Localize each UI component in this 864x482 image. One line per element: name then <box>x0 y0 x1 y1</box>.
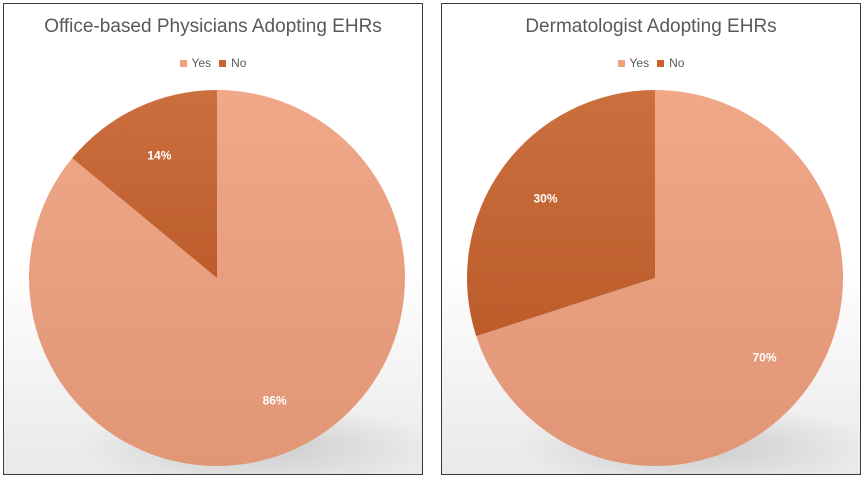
legend-item-yes: Yes <box>617 56 650 70</box>
legend-swatch-yes <box>179 59 187 67</box>
legend-item-no: No <box>219 56 246 70</box>
legend-swatch-yes <box>617 59 625 67</box>
slice-label-yes: 86% <box>263 393 287 407</box>
legend: Yes No <box>4 56 422 70</box>
legend-item-yes: Yes <box>179 56 212 70</box>
pie-slice-yes <box>476 90 843 467</box>
legend-label-no: No <box>669 56 685 70</box>
chart-title: Office-based Physicians Adopting EHRs <box>44 16 382 37</box>
legend-swatch-no <box>219 59 227 67</box>
legend-item-no: No <box>657 56 684 70</box>
chart-title: Dermatologist Adopting EHRs <box>525 16 777 37</box>
chart-panel-office-physicians: Office-based Physicians Adopting EHRs Ye… <box>3 3 423 475</box>
legend-label-no: No <box>231 56 247 70</box>
legend-label-yes: Yes <box>191 56 212 70</box>
slice-label-no: 14% <box>147 149 171 163</box>
pie-chart: 86% 14% <box>29 90 422 474</box>
pie-slice-no <box>467 90 655 337</box>
pie-chart: 70% 30% <box>467 90 860 474</box>
legend-swatch-no <box>657 59 665 67</box>
legend-label-yes: Yes <box>629 56 650 70</box>
legend: Yes No <box>442 56 860 70</box>
slice-label-yes: 70% <box>752 351 776 365</box>
slice-label-no: 30% <box>533 191 557 205</box>
pie-slice-no <box>72 90 217 278</box>
chart-panel-dermatologist: Dermatologist Adopting EHRs Yes No 70% 30… <box>441 3 861 475</box>
